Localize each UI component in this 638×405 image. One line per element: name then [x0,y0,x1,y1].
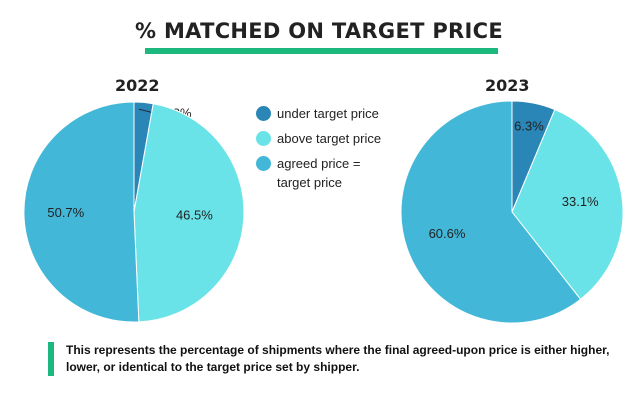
legend-item-under: under target price [256,104,406,123]
legend-label-above: above target price [277,131,382,146]
legend-label-agreed: agreed price = target price [277,156,361,190]
pie-2023-slice-above [511,108,624,300]
footnote: This represents the percentage of shipme… [48,342,636,376]
legend-swatch-agreed [256,156,271,171]
legend-item-above: above target price [256,129,406,148]
pie-2022-slice-above [133,103,245,323]
legend-swatch-above [256,131,271,146]
legend-label-under: under target price [277,106,379,121]
pie-2023-slice-agreed [400,100,582,324]
pie-title-2023: 2023 [485,76,530,95]
pie-2022: 2.8%46.5%50.7% [23,101,245,323]
pie-title-2022: 2022 [115,76,160,95]
pie-2022-label-agreed: 50.7% [47,205,84,220]
pie-2023-label-under: 6.3% [514,119,544,134]
legend: under target price above target price ag… [256,104,406,198]
pie-2022-slice-agreed [23,101,140,323]
pie-2023: 6.3% 33.1% 60.6% [400,100,624,324]
chart-title: % MATCHED ON TARGET PRICE [135,19,503,43]
legend-item-agreed: agreed price = target price [256,154,406,192]
legend-swatch-under [256,106,271,121]
pie-2022-label-above: 46.5% [176,207,213,222]
pie-2023-label-agreed: 60.6% [429,226,466,241]
title-underline-bar [145,48,498,54]
pie-2023-label-above: 33.1% [562,194,599,209]
title-underline [145,48,498,54]
